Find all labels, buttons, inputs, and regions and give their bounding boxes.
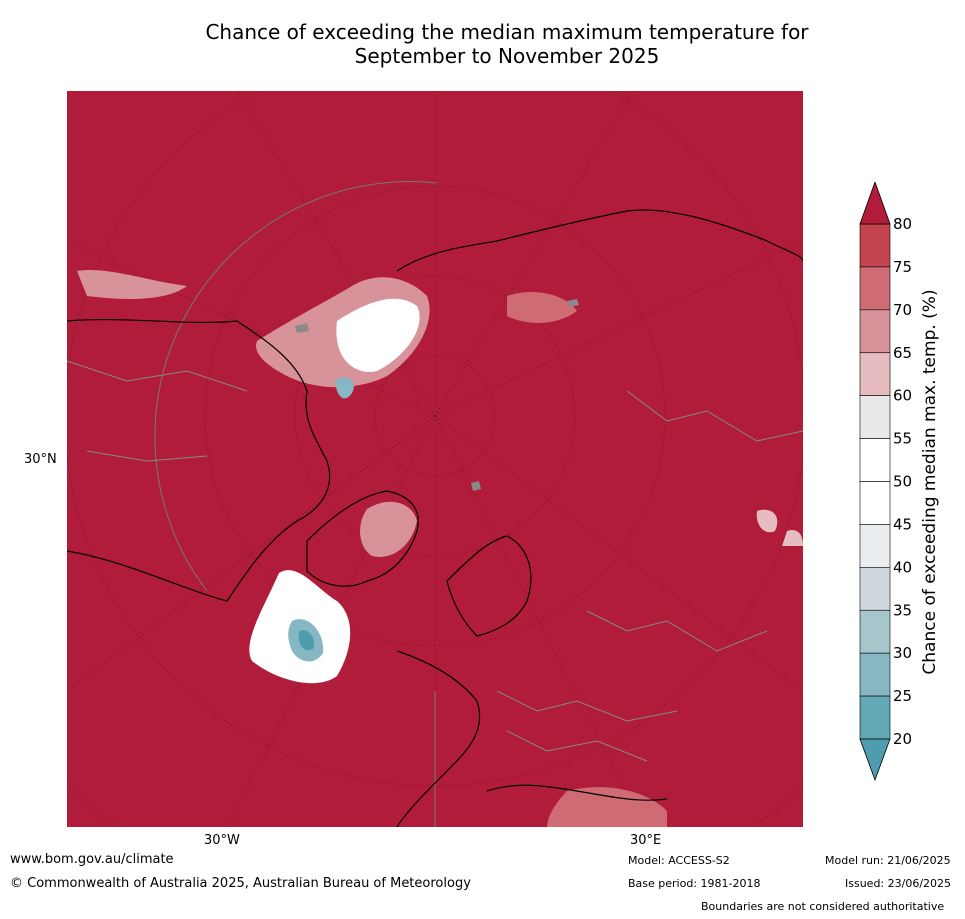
colorbar-tick-label: 25 (893, 687, 912, 705)
colorbar-segment (859, 352, 891, 396)
canada-arctic-coast (67, 318, 331, 602)
colorbar-tick-label: 65 (893, 344, 912, 362)
footer-model-run: Model run: 21/06/2025 (825, 854, 951, 867)
scandinavia-coast (446, 535, 532, 637)
lon-label-30w: 30°W (204, 833, 240, 848)
colorbar-tick-label: 30 (893, 644, 912, 662)
mediterranean-coast (486, 784, 668, 801)
colorbar-tick-label: 80 (893, 215, 912, 233)
colorbar-segment (859, 609, 891, 654)
graticule-solid (154, 181, 438, 827)
colorbar-top-arrow (859, 182, 891, 225)
colorbar-tick-label: 70 (893, 301, 912, 319)
colorbar-tick-label: 45 (893, 515, 912, 533)
colorbar-tick-label: 35 (893, 601, 912, 619)
colorbar-segment (859, 524, 891, 568)
colorbar-segment (859, 266, 891, 311)
greenland-patch (360, 501, 417, 557)
colorbar-segment (859, 652, 891, 697)
colorbar-tick-label: 50 (893, 473, 912, 491)
asia-light-patch (756, 509, 778, 533)
colorbar-segment (859, 309, 891, 354)
colorbar: 80 75 70 65 60 55 50 45 40 35 30 25 20 Chance of exc… (859, 182, 940, 782)
colorbar-ticks: 80 75 70 65 60 55 50 45 40 35 30 25 20 (893, 215, 912, 748)
footer-disclaimer: Boundaries are not considered authoritat… (701, 900, 945, 913)
map-title-line2: September to November 2025 (354, 44, 660, 68)
probability-map (67, 91, 803, 827)
footer-base-period: Base period: 1981-2018 (628, 877, 761, 890)
europe-coast (396, 650, 481, 827)
missing-data (295, 299, 579, 491)
colorbar-tick-label: 40 (893, 558, 912, 576)
lon-label-30e: 30°E (630, 833, 662, 848)
north-atlantic-pale (77, 269, 187, 299)
colorbar-tick-label: 55 (893, 430, 912, 448)
colorbar-tick-label: 75 (893, 258, 912, 276)
colorbar-boxes (859, 223, 891, 740)
footer-url: www.bom.gov.au/climate (10, 852, 174, 867)
coastlines (67, 209, 803, 827)
footer-copyright: © Commonwealth of Australia 2025, Austra… (10, 876, 471, 891)
siberia-pale (507, 291, 577, 323)
map-title-line1: Chance of exceeding the median maximum t… (205, 20, 809, 44)
colorbar-segment (859, 223, 891, 268)
anomaly-patches (77, 269, 803, 827)
footer-issued: Issued: 23/06/2025 (845, 877, 952, 890)
siberia-coast (396, 209, 803, 272)
colorbar-tick-label: 60 (893, 387, 912, 405)
colorbar-segment (859, 695, 891, 740)
colorbar-segment (859, 438, 891, 482)
colorbar-segment (859, 395, 891, 439)
colorbar-segment (859, 481, 891, 525)
footer-model: Model: ACCESS-S2 (628, 854, 730, 867)
colorbar-label: Chance of exceeding median max. temp. (%… (920, 289, 940, 674)
lat-label-30n: 30°N (24, 452, 57, 467)
colorbar-bottom-arrow (859, 738, 891, 782)
greenland-coast (306, 490, 419, 587)
colorbar-tick-label: 20 (893, 730, 912, 748)
map-title: Chance of exceeding the median maximum t… (150, 20, 864, 68)
sahara-pale (547, 787, 667, 827)
colorbar-segment (859, 567, 891, 611)
country-borders (67, 360, 803, 762)
